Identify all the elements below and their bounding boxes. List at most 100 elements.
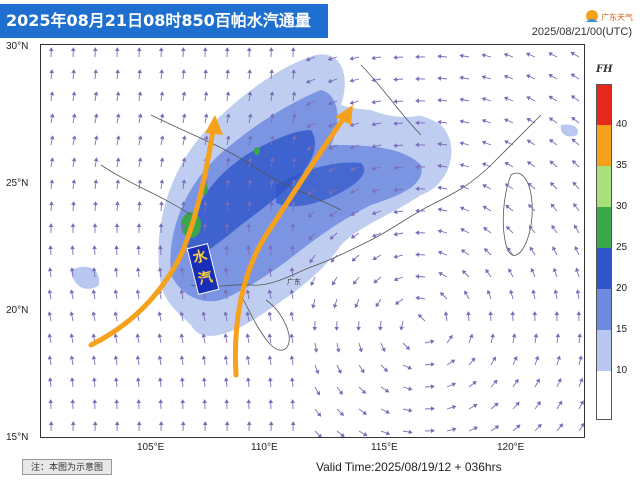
- wind-arrow-head: [71, 91, 77, 96]
- wind-arrow-head: [307, 213, 313, 218]
- wind-arrow-head: [135, 289, 141, 294]
- wind-arrow-head: [70, 47, 76, 52]
- colorbar-seg-35: [597, 125, 611, 166]
- flow-arrowhead-west: [205, 115, 223, 135]
- wind-arrow-head: [408, 407, 413, 413]
- wind-arrow-head: [70, 399, 76, 404]
- wind-arrow-head: [289, 355, 295, 360]
- wind-arrow-head: [459, 184, 465, 190]
- wind-arrow-head: [437, 54, 442, 59]
- wind-arrow-head: [572, 181, 577, 186]
- wind-arrow-head: [328, 145, 333, 150]
- wind-arrow-head: [115, 135, 121, 140]
- wind-arrow-head: [115, 179, 121, 184]
- wind-arrow-head: [580, 423, 584, 428]
- wind-arrow-head: [327, 56, 332, 62]
- wind-arrow-head: [69, 333, 75, 338]
- wind-arrow-head: [573, 202, 578, 208]
- wind-arrow-head: [503, 96, 509, 101]
- wind-arrow-head: [159, 113, 165, 118]
- wind-arrow-head: [337, 369, 342, 374]
- wind-arrow-head: [137, 135, 143, 140]
- wind-arrow-head: [504, 118, 509, 123]
- wind-arrow-head: [340, 432, 345, 437]
- wind-arrow-head: [307, 190, 312, 196]
- wind-arrow-head: [466, 311, 471, 316]
- wind-arrow-head: [246, 421, 252, 426]
- disclaimer-note: 注：本图为示意图: [22, 459, 112, 475]
- wind-arrow-head: [575, 267, 580, 272]
- wind-arrow-head: [481, 162, 487, 167]
- wind-arrow-head: [71, 113, 77, 118]
- wind-arrow-head: [92, 399, 98, 404]
- wind-arrow-head: [180, 47, 186, 52]
- wind-arrow-head: [578, 355, 583, 360]
- wind-arrow-head: [459, 53, 464, 59]
- wind-arrow-head: [316, 412, 322, 417]
- wind-arrow-head: [246, 399, 252, 404]
- wind-arrow-head: [70, 421, 76, 426]
- wind-arrow-head: [291, 69, 296, 74]
- wind-arrow-head: [202, 421, 208, 426]
- wind-arrow-head: [430, 428, 435, 434]
- wind-arrow-head: [313, 348, 319, 353]
- wind-arrow-head: [452, 427, 457, 432]
- wind-arrow-head: [71, 179, 77, 184]
- wind-arrow-head: [371, 166, 376, 171]
- wind-arrow-head: [371, 99, 376, 105]
- wind-arrow-head: [113, 333, 119, 338]
- wind-arrow-head: [440, 292, 445, 297]
- wind-arrow-head: [482, 205, 488, 210]
- wind-arrow-head: [158, 47, 164, 52]
- wind-arrow-head: [158, 245, 163, 250]
- wind-arrow-head: [437, 207, 442, 212]
- wind-arrow-head: [136, 421, 142, 426]
- wind-arrow-head: [350, 234, 356, 239]
- flux-shading: [71, 54, 578, 336]
- wind-arrow-head: [483, 227, 488, 232]
- wind-arrow-head: [437, 119, 442, 125]
- lat-label-25n: 25°N: [6, 178, 29, 189]
- wind-arrow-head: [503, 74, 509, 80]
- wind-arrow-head: [381, 347, 386, 353]
- wind-arrow-head: [93, 69, 98, 74]
- wind-arrow-head: [71, 157, 77, 162]
- wind-arrow-head: [291, 91, 297, 96]
- wind-arrow-head: [576, 311, 582, 316]
- wind-arrow-head: [312, 326, 318, 331]
- wind-arrow-head: [49, 135, 55, 140]
- wind-arrow-head: [393, 209, 398, 215]
- wind-arrow-head: [247, 135, 253, 140]
- wind-arrow-head: [371, 144, 376, 149]
- wind-arrow-head: [530, 267, 535, 273]
- wind-arrow-head: [223, 333, 229, 338]
- wind-arrow-head: [459, 75, 464, 81]
- wind-arrow-head: [459, 206, 465, 211]
- wind-arrow-head: [393, 165, 398, 171]
- wind-arrow-head: [201, 311, 207, 316]
- wind-arrow-head: [527, 182, 532, 187]
- wind-arrow-head: [490, 333, 495, 338]
- wind-arrow-head: [137, 69, 142, 74]
- wind-arrow-head: [327, 100, 333, 106]
- wind-arrow-head: [137, 157, 143, 162]
- colorbar-label-35: 35: [616, 160, 628, 171]
- wind-arrow-head: [92, 377, 97, 382]
- wind-arrow-head: [269, 135, 275, 140]
- wind-arrow-head: [223, 267, 229, 272]
- wind-arrow-head: [114, 377, 119, 382]
- wind-arrow-head: [247, 201, 252, 206]
- wind-arrow-head: [203, 135, 209, 140]
- wind-arrow-head: [552, 267, 558, 273]
- wind-arrow-head: [245, 289, 251, 294]
- wind-arrow-head: [157, 311, 163, 316]
- wind-arrow-head: [349, 144, 355, 150]
- wind-arrow-head: [309, 258, 314, 264]
- wind-arrow-head: [371, 233, 377, 238]
- wind-arrow-head: [383, 367, 388, 372]
- wind-arrow-head: [135, 267, 141, 272]
- wind-arrow-head: [315, 390, 321, 396]
- wind-arrow-head: [70, 245, 75, 250]
- wind-arrow-head: [509, 289, 514, 294]
- wind-arrow-head: [349, 122, 354, 127]
